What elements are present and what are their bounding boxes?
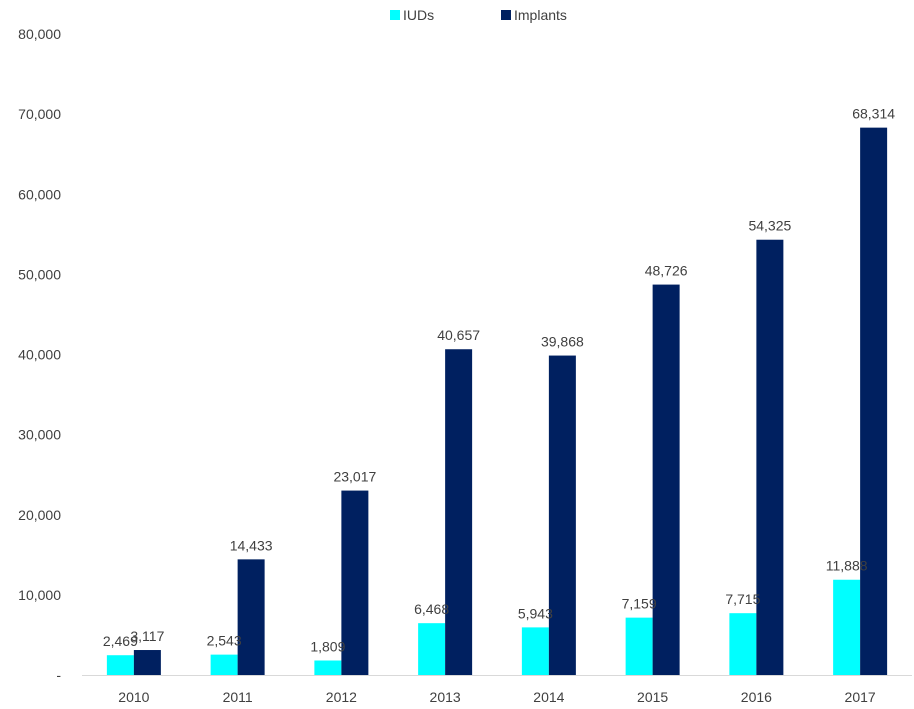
- bar-iuds: [729, 613, 757, 675]
- data-label-iuds: 7,159: [622, 596, 657, 612]
- bar-iuds: [106, 655, 134, 675]
- data-label-iuds: 6,468: [414, 601, 449, 617]
- x-tick-label: 2017: [845, 689, 876, 705]
- bar-implants: [237, 559, 265, 675]
- data-label-iuds: 2,469: [103, 633, 138, 649]
- data-label-implants: 40,657: [437, 327, 480, 343]
- data-label-implants: 23,017: [333, 469, 376, 485]
- bar-implants: [860, 127, 888, 675]
- data-label-implants: 39,868: [541, 334, 584, 350]
- y-axis: - 10,000 20,000 30,000 40,000 50,000 60,000 70,…: [18, 26, 61, 683]
- y-tick-label: 20,000: [18, 507, 61, 523]
- legend: IUDs Implants: [390, 7, 567, 23]
- data-label-iuds: 2,543: [207, 633, 242, 649]
- y-tick-label: 40,000: [18, 347, 61, 363]
- bar-iuds: [833, 579, 861, 675]
- bar-implants: [341, 490, 369, 675]
- bar-implants: [445, 349, 473, 675]
- bars: [106, 127, 888, 675]
- data-label-implants: 3,117: [130, 628, 164, 644]
- y-tick-label: -: [56, 667, 61, 683]
- data-label-implants: 54,325: [748, 218, 791, 234]
- legend-swatch-implants: [501, 10, 511, 20]
- data-label-iuds: 1,809: [310, 639, 345, 655]
- bar-iuds: [210, 654, 238, 675]
- x-tick-label: 2012: [326, 689, 357, 705]
- legend-label-iuds: IUDs: [403, 7, 434, 23]
- data-label-iuds: 11,888: [826, 558, 868, 574]
- data-label-implants: 48,726: [645, 263, 688, 279]
- x-tick-label: 2015: [637, 689, 668, 705]
- data-label-implants: 14,433: [230, 537, 273, 553]
- legend-swatch-iuds: [390, 10, 400, 20]
- bar-implants: [548, 355, 576, 675]
- bar-iuds: [625, 617, 653, 675]
- x-tick-label: 2016: [741, 689, 772, 705]
- y-tick-label: 10,000: [18, 587, 61, 603]
- y-tick-label: 60,000: [18, 186, 61, 202]
- x-tick-label: 2013: [430, 689, 461, 705]
- y-tick-label: 80,000: [18, 26, 61, 42]
- bar-implants: [756, 239, 784, 675]
- data-label-implants: 68,314: [852, 106, 895, 122]
- data-label-iuds: 7,715: [725, 591, 760, 607]
- x-tick-label: 2011: [223, 689, 253, 705]
- bar-iuds: [521, 627, 549, 675]
- bar-iuds: [418, 623, 446, 675]
- x-tick-label: 2010: [118, 689, 149, 705]
- data-labels: 2,469 2,543 1,809 6,468 5,943 7,159 7,715 11,88…: [103, 106, 895, 655]
- y-tick-label: 30,000: [18, 427, 61, 443]
- bar-iuds: [314, 660, 342, 675]
- bar-implants: [133, 650, 161, 675]
- x-axis: 2010 2011 2012 2013 2014 2015 2016 2017: [118, 689, 876, 705]
- x-tick-label: 2014: [533, 689, 564, 705]
- bar-implants: [652, 284, 680, 675]
- y-tick-label: 70,000: [18, 106, 61, 122]
- data-label-iuds: 5,943: [518, 605, 553, 621]
- legend-label-implants: Implants: [514, 7, 567, 23]
- y-tick-label: 50,000: [18, 266, 61, 282]
